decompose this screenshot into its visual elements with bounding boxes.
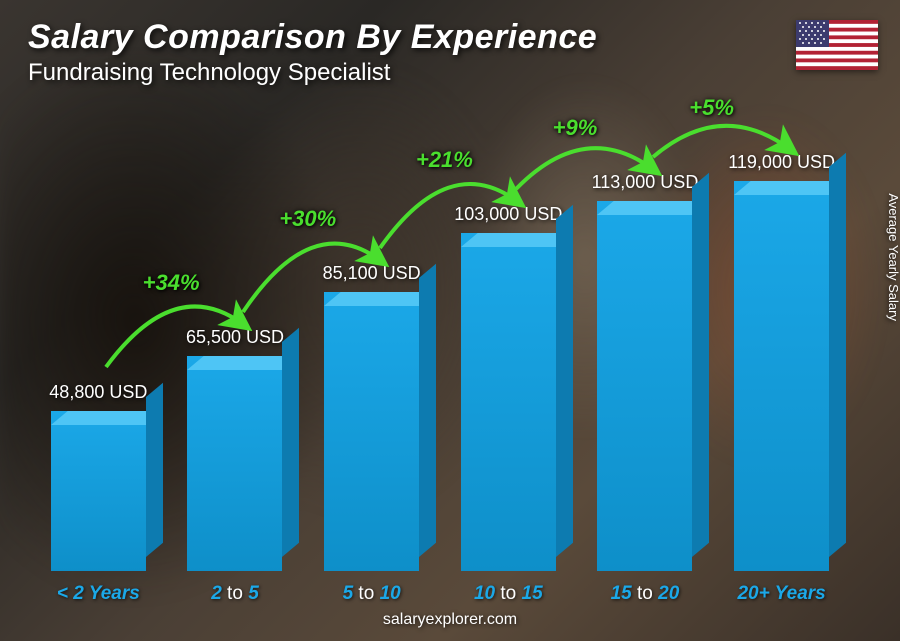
bar-side-face — [692, 173, 709, 557]
pct-change-label: +30% — [279, 206, 336, 232]
footer-attribution: salaryexplorer.com — [0, 611, 900, 629]
bar-front-face — [734, 181, 829, 571]
pct-change-label: +21% — [416, 147, 473, 173]
pct-change-label: +5% — [689, 95, 734, 121]
bar-group: 48,800 USD< 2 Years — [33, 382, 163, 571]
header: Salary Comparison By Experience Fundrais… — [28, 18, 597, 87]
bar-side-face — [556, 205, 573, 557]
flag-icon — [796, 20, 878, 70]
chart-area: 48,800 USD< 2 Years65,500 USD2 to 585,10… — [30, 91, 850, 571]
bar-side-face — [829, 153, 846, 557]
pct-change-label: +9% — [553, 115, 598, 141]
bar-category-label: 20+ Years — [737, 583, 825, 605]
bar-3d — [51, 411, 146, 571]
bar-category-label: < 2 Years — [57, 583, 140, 605]
bar-category-label: 5 to 10 — [343, 583, 401, 605]
bar-side-face — [419, 264, 436, 557]
page-title: Salary Comparison By Experience — [28, 18, 597, 57]
bar-side-face — [282, 328, 299, 557]
bar-group: 119,000 USD20+ Years — [717, 152, 847, 571]
bar-category-label: 10 to 15 — [474, 583, 543, 605]
bar-side-face — [146, 383, 163, 557]
bar-group: 113,000 USD15 to 20 — [580, 172, 710, 571]
bar-category-label: 2 to 5 — [211, 583, 259, 605]
page-subtitle: Fundraising Technology Specialist — [28, 59, 597, 87]
bar-front-face — [461, 233, 556, 571]
bar-3d — [734, 181, 829, 571]
bar-front-face — [597, 201, 692, 571]
bar-category-label: 15 to 20 — [611, 583, 680, 605]
bar-3d — [597, 201, 692, 571]
bar-3d — [461, 233, 556, 571]
pct-change-label: +34% — [143, 270, 200, 296]
y-axis-label: Average Yearly Salary — [887, 193, 900, 321]
bar-front-face — [51, 411, 146, 571]
